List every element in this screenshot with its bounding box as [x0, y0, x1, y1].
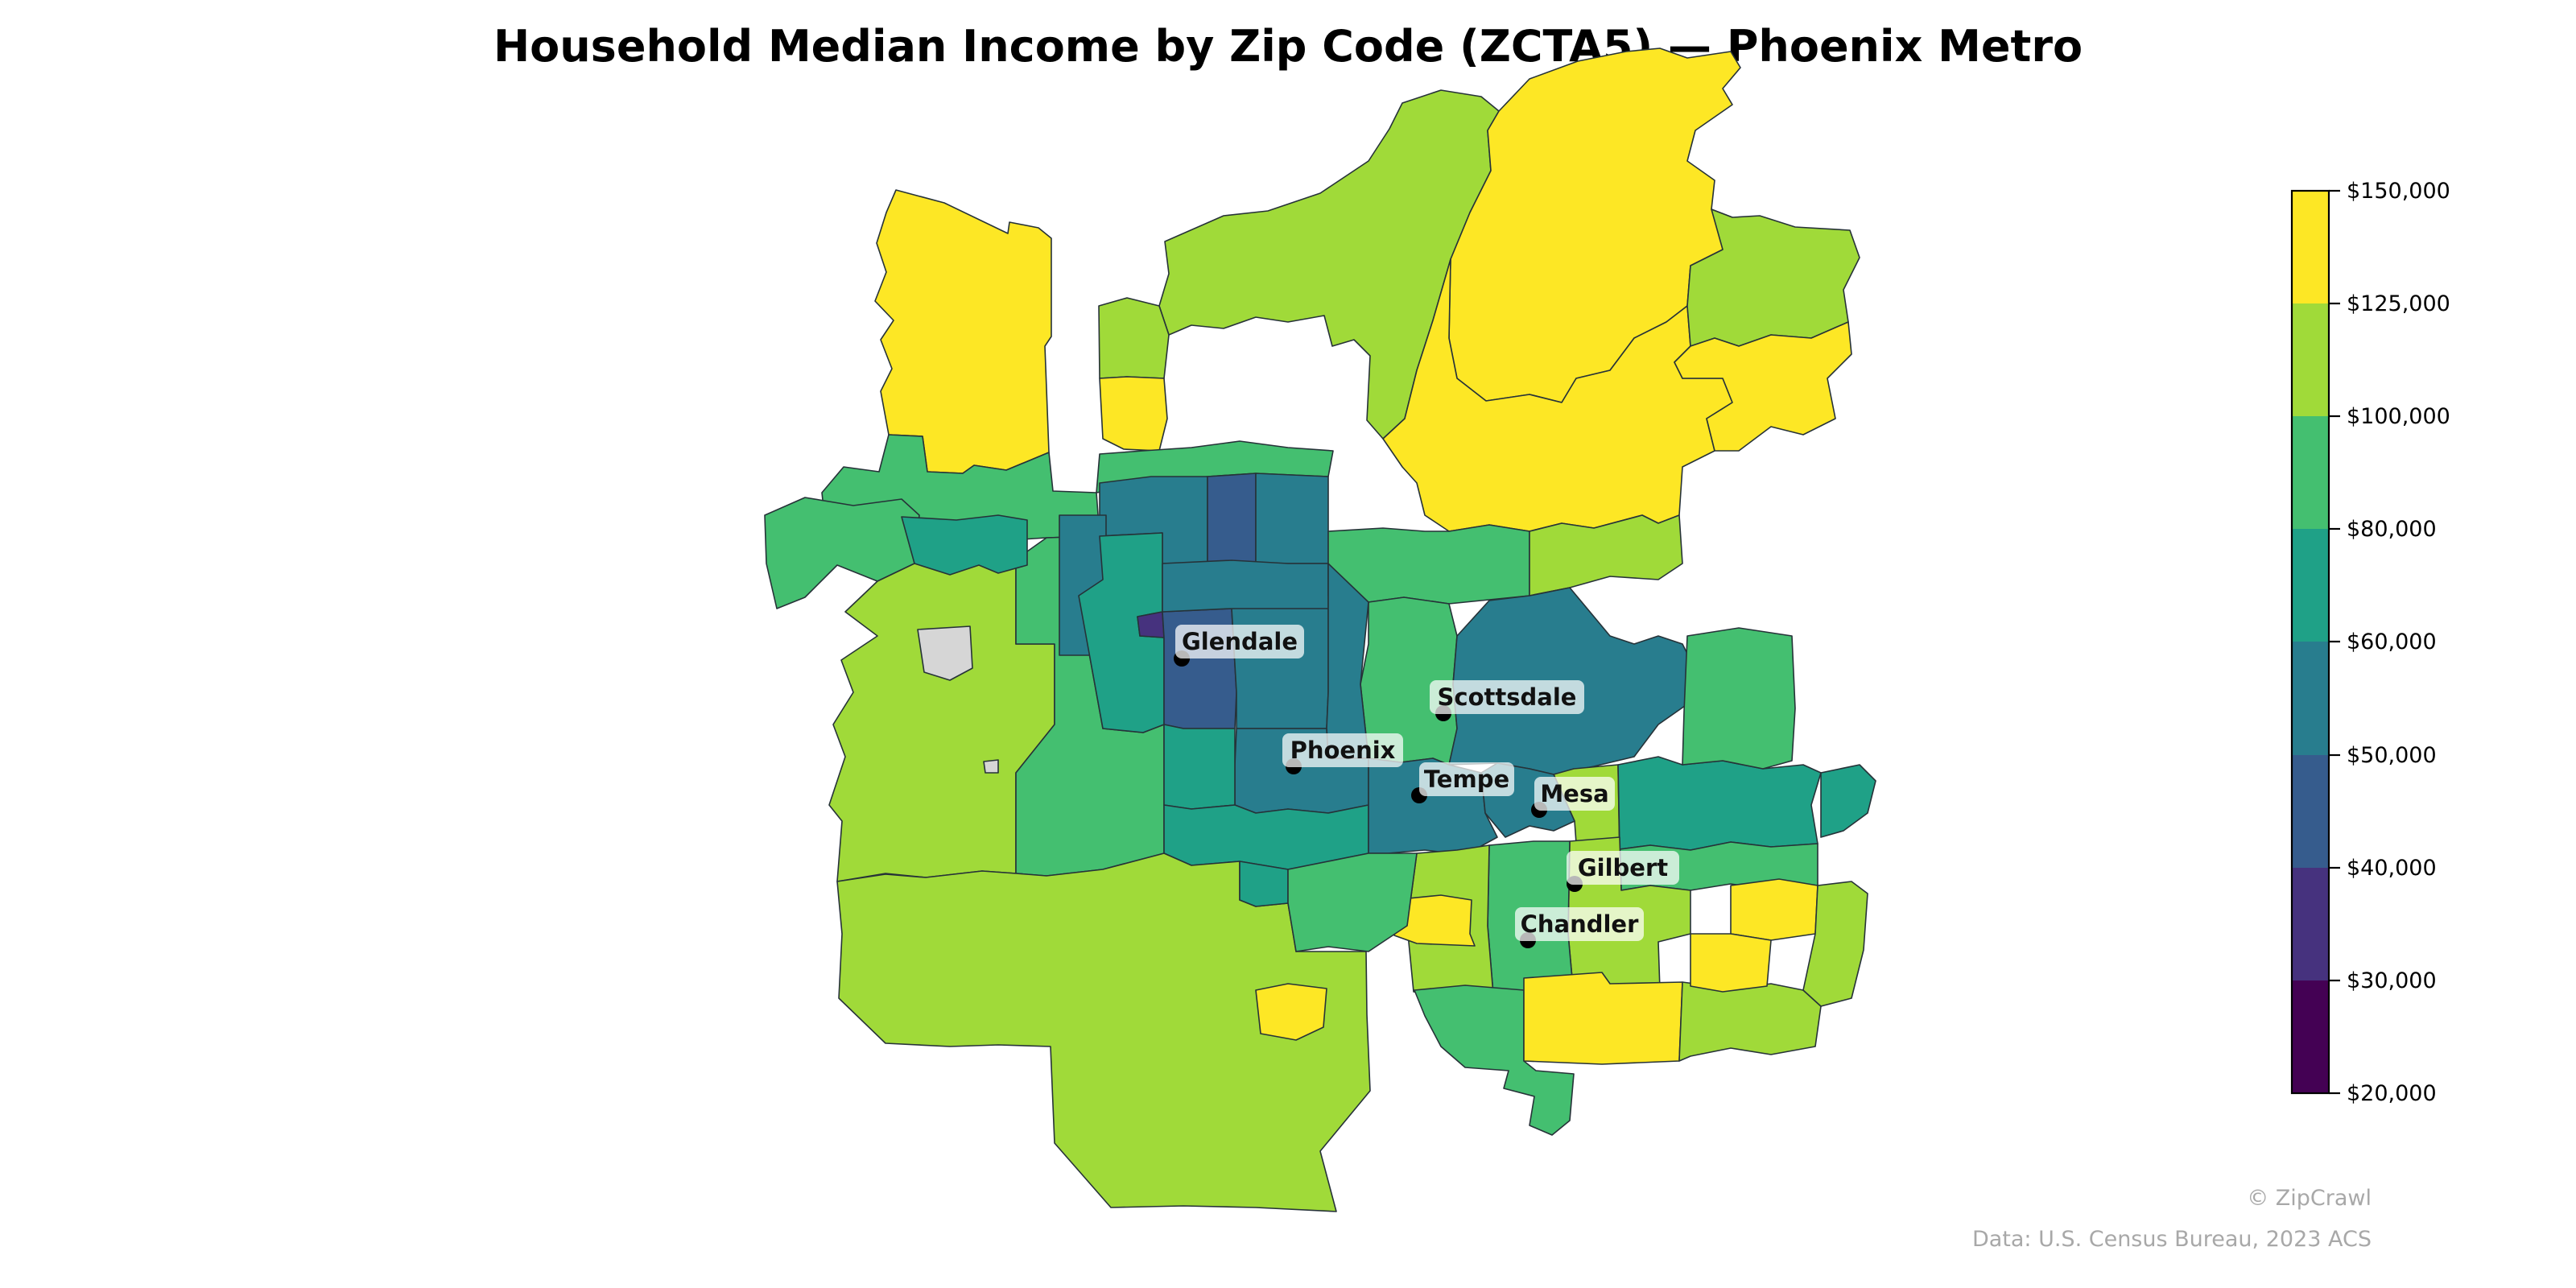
zcta-region — [1255, 473, 1329, 564]
colorbar-segment — [2292, 416, 2329, 529]
colorbar: $150,000 $125,000 $100,000 $80,000 $60,0… — [2290, 179, 2450, 1106]
zcta-region — [983, 759, 999, 774]
colorbar-tick-label: $50,000 — [2347, 743, 2437, 768]
colorbar-segment — [2292, 529, 2329, 642]
city-label: Gilbert — [1578, 854, 1668, 881]
city-marker-mesa: Mesa — [1531, 777, 1615, 818]
zcta-regions — [764, 47, 1876, 1212]
city-label-box — [1567, 851, 1679, 885]
zcta-region — [1287, 852, 1418, 952]
city-marker-phoenix: Phoenix — [1282, 733, 1403, 774]
zcta-region — [1255, 983, 1327, 1041]
colorbar-tick-label: $60,000 — [2347, 630, 2437, 654]
zcta-region — [917, 625, 973, 681]
colorbar-tick-label: $100,000 — [2347, 404, 2450, 429]
zcta-region — [874, 189, 1052, 474]
city-marker-tempe: Tempe — [1411, 762, 1514, 803]
zcta-region — [1163, 724, 1236, 810]
city-label: Glendale — [1182, 628, 1298, 655]
city-label: Scottsdale — [1438, 683, 1577, 711]
colorbar-tick-label: $20,000 — [2347, 1081, 2437, 1106]
colorbar-tick-label: $150,000 — [2347, 179, 2450, 204]
zcta-region — [1231, 605, 1329, 729]
zcta-region — [1392, 894, 1476, 947]
zcta-region — [1099, 376, 1168, 452]
city-label-box — [1515, 907, 1644, 941]
data-source-note: Data: U.S. Census Bureau, 2023 ACS — [1972, 1227, 2372, 1252]
zcta-region — [1674, 321, 1852, 452]
zcta-region — [1137, 611, 1165, 638]
zcta-region — [1239, 861, 1289, 907]
watermark-zipcrawl: © ZipCrawl — [2247, 1186, 2372, 1211]
city-label-box — [1534, 777, 1615, 811]
colorbar-tick-label: $30,000 — [2347, 968, 2437, 993]
city-label-box — [1419, 762, 1514, 796]
colorbar-tick-labels: $150,000 $125,000 $100,000 $80,000 $60,0… — [2347, 179, 2450, 1106]
zcta-region — [1678, 981, 1822, 1062]
colorbar-segment — [2292, 980, 2329, 1093]
city-label: Chandler — [1521, 910, 1640, 938]
city-label: Phoenix — [1290, 737, 1396, 764]
city-label: Tempe — [1424, 766, 1509, 793]
zcta-region — [1617, 756, 1822, 851]
colorbar-segment — [2292, 868, 2329, 980]
zcta-region — [901, 514, 1028, 576]
zcta-region — [1523, 972, 1683, 1065]
zcta-region — [1820, 764, 1876, 838]
city-marker-chandler: Chandler — [1515, 907, 1644, 948]
zcta-region — [1162, 559, 1329, 613]
colorbar-tick-label: $125,000 — [2347, 291, 2450, 316]
colorbar-segment — [2292, 303, 2329, 416]
city-label-box — [1175, 625, 1304, 658]
zcta-region — [1802, 881, 1868, 1007]
colorbar-segment — [2292, 755, 2329, 868]
city-label-box — [1430, 680, 1584, 714]
zcta-region — [1730, 878, 1818, 941]
page-title: Household Median Income by Zip Code (ZCT… — [493, 21, 2083, 72]
city-label-box — [1282, 733, 1403, 767]
zcta-region — [1682, 627, 1796, 770]
zcta-region — [1207, 473, 1257, 564]
zcta-region — [1690, 933, 1772, 993]
zcta-region — [836, 852, 1371, 1212]
city-marker-glendale: Glendale — [1174, 625, 1304, 667]
zcta-region — [1098, 297, 1170, 379]
city-marker-gilbert: Gilbert — [1567, 851, 1679, 892]
colorbar-segment — [2292, 191, 2329, 303]
colorbar-tick-label: $40,000 — [2347, 856, 2437, 881]
colorbar-ticks — [2329, 189, 2340, 1095]
zcta-region — [1529, 514, 1683, 597]
city-label: Mesa — [1540, 780, 1608, 807]
city-markers: Glendale Scottsdale Phoenix Tempe Mesa G… — [1174, 625, 1679, 948]
city-marker-scottsdale: Scottsdale — [1430, 680, 1584, 721]
colorbar-tick-label: $80,000 — [2347, 517, 2437, 542]
colorbar-segment — [2292, 642, 2329, 755]
